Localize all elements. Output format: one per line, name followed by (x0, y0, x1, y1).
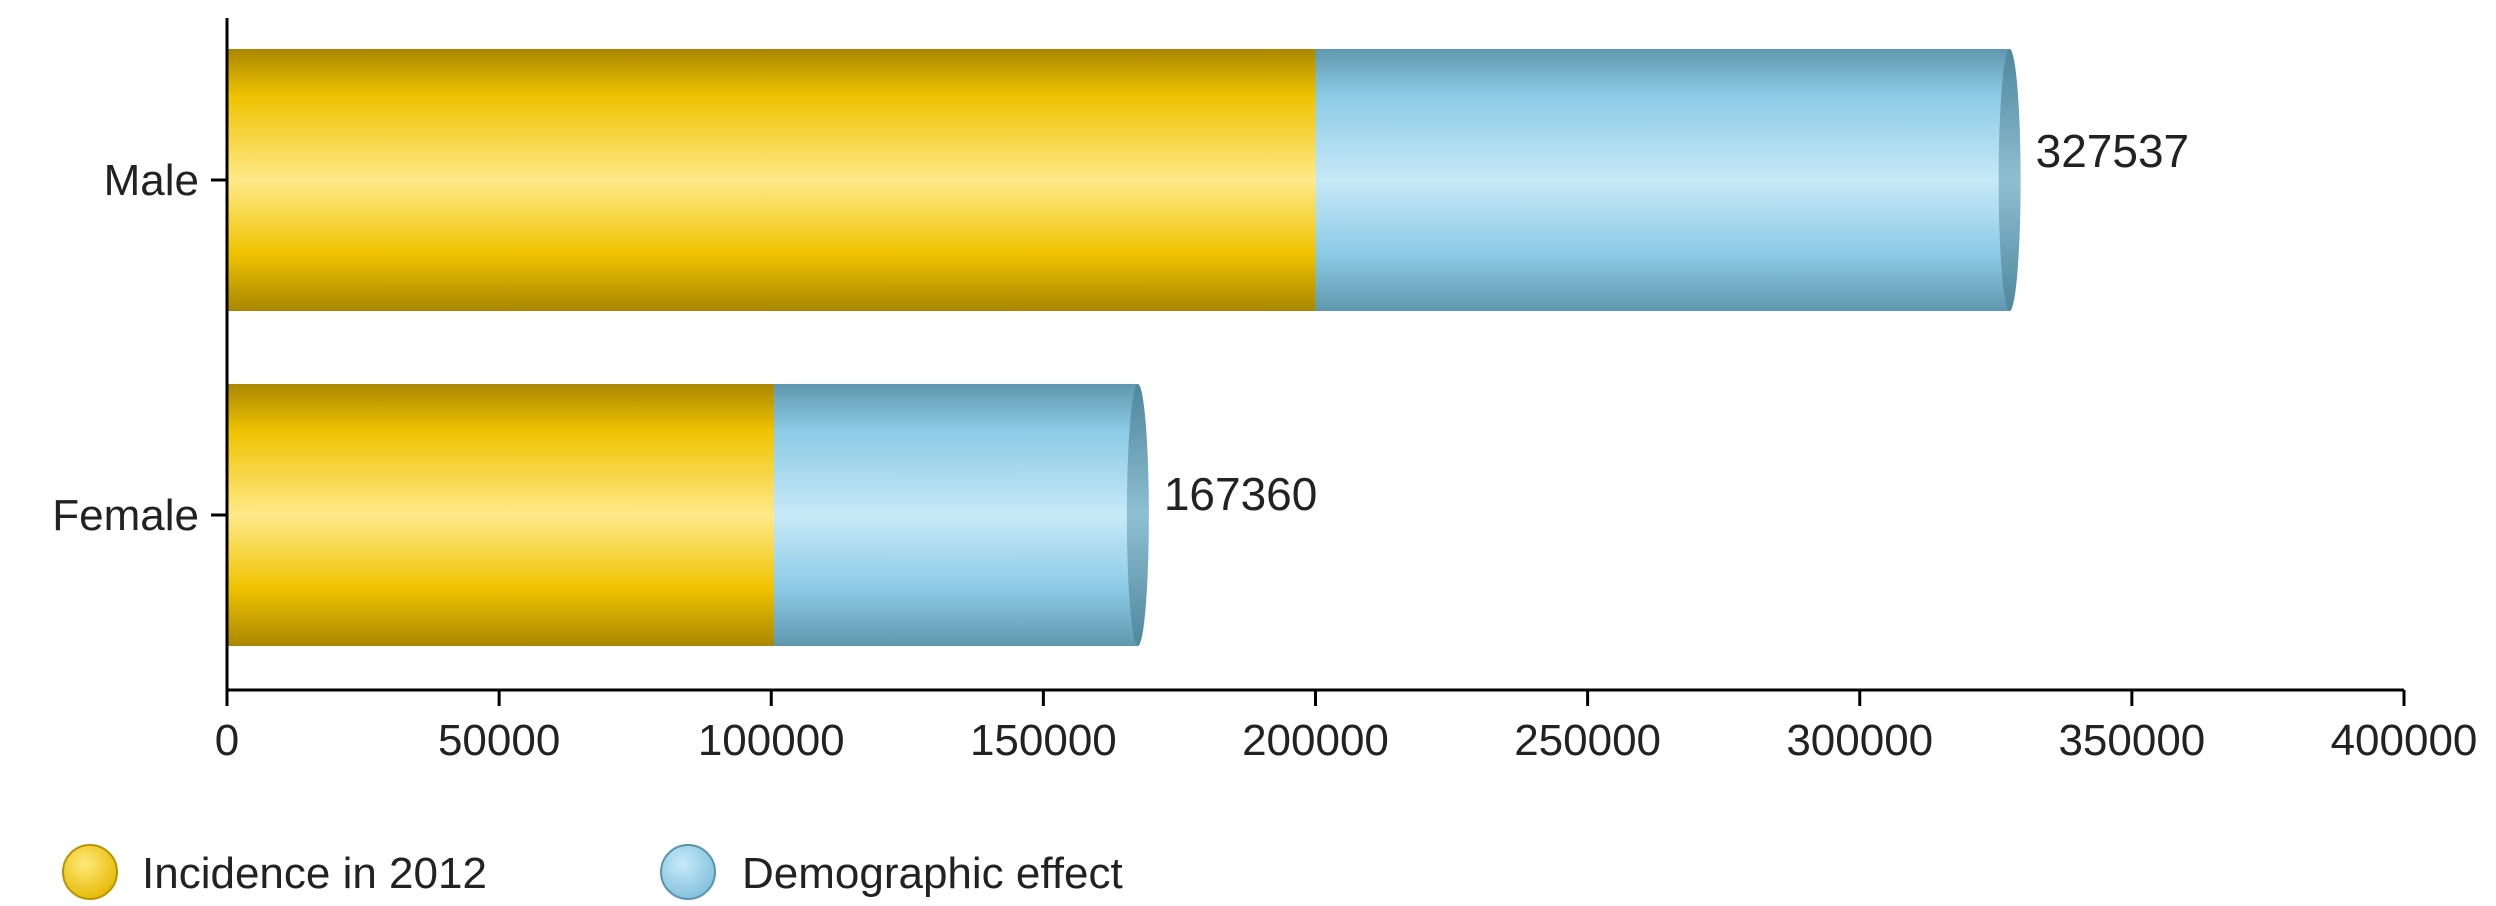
total-labels-layer: 327537 167360 (1164, 125, 2189, 520)
x-ticks-layer: 0 50000 100000 150000 200000 250000 300000 3500… (215, 690, 2478, 765)
category-labels-layer: Male Female (52, 156, 227, 540)
bar-end-cap (1126, 384, 1149, 646)
x-tick-label: 250000 (1514, 716, 1661, 765)
legend-swatch-incidence (62, 844, 118, 900)
legend-label-incidence: Incidence in 2012 (142, 849, 487, 898)
legend-item-demographic[interactable]: Demographic effect (660, 844, 1123, 900)
x-tick-label: 200000 (1242, 716, 1389, 765)
x-tick-label: 50000 (438, 716, 560, 765)
x-tick-label: 150000 (970, 716, 1117, 765)
bar-total-label: 327537 (2036, 125, 2190, 177)
bar-segment-incidence[interactable] (227, 384, 774, 646)
category-label: Female (52, 491, 199, 540)
bars-layer (227, 49, 2021, 646)
x-tick-label: 300000 (1786, 716, 1933, 765)
x-tick-label: 350000 (2058, 716, 2205, 765)
x-tick-label: 400000 (2331, 716, 2478, 765)
x-tick-label: 100000 (698, 716, 845, 765)
bar-segment-demographic[interactable] (1315, 49, 2010, 311)
legend-item-incidence[interactable]: Incidence in 2012 (62, 844, 487, 900)
bar-end-cap (1998, 49, 2021, 311)
legend: Incidence in 2012 Demographic effect (62, 844, 1123, 900)
category-label: Male (104, 156, 199, 205)
legend-label-demographic: Demographic effect (742, 849, 1123, 898)
bar-total-label: 167360 (1164, 468, 1318, 520)
x-tick-label: 0 (215, 716, 239, 765)
bar-segment-demographic[interactable] (773, 384, 1138, 646)
bar-segment-incidence[interactable] (227, 49, 1316, 311)
legend-swatch-demographic (660, 844, 716, 900)
